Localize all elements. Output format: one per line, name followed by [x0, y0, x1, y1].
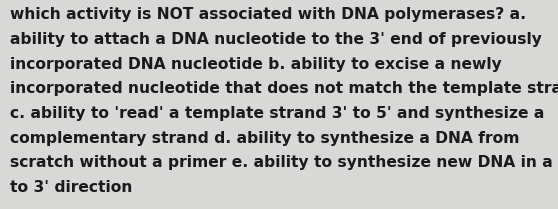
Text: ability to attach a DNA nucleotide to the 3' end of previously: ability to attach a DNA nucleotide to th… — [10, 32, 542, 47]
Text: scratch without a primer e. ability to synthesize new DNA in a 5': scratch without a primer e. ability to s… — [10, 155, 558, 170]
Text: which activity is NOT associated with DNA polymerases? a.: which activity is NOT associated with DN… — [10, 7, 526, 22]
Text: to 3' direction: to 3' direction — [10, 180, 132, 195]
Text: complementary strand d. ability to synthesize a DNA from: complementary strand d. ability to synth… — [10, 131, 519, 146]
Text: c. ability to 'read' a template strand 3' to 5' and synthesize a: c. ability to 'read' a template strand 3… — [10, 106, 545, 121]
Text: incorporated DNA nucleotide b. ability to excise a newly: incorporated DNA nucleotide b. ability t… — [10, 57, 502, 72]
Text: incorporated nucleotide that does not match the template strand: incorporated nucleotide that does not ma… — [10, 81, 558, 96]
